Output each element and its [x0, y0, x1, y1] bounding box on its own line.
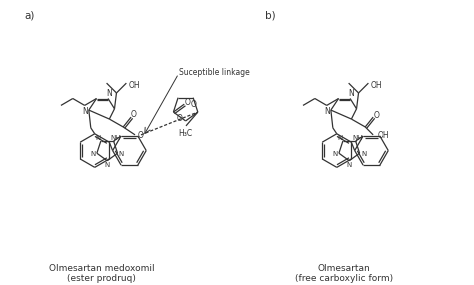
Text: N: N [324, 107, 330, 115]
Text: N: N [338, 135, 343, 141]
Text: N: N [96, 135, 101, 141]
Text: H₃C: H₃C [178, 129, 192, 138]
Text: N: N [332, 152, 337, 158]
Text: Olmesartan: Olmesartan [317, 264, 370, 273]
Text: N: N [82, 107, 88, 115]
Text: N: N [346, 162, 352, 168]
Text: Suceptible linkage: Suceptible linkage [179, 68, 249, 77]
Text: O: O [138, 131, 144, 140]
Text: N: N [105, 162, 110, 168]
Text: OH: OH [128, 81, 140, 89]
Text: N: N [361, 152, 366, 158]
Text: N: N [106, 89, 112, 98]
Text: O: O [131, 110, 137, 119]
Text: O: O [177, 115, 182, 123]
Text: b): b) [264, 10, 275, 20]
Text: a): a) [25, 10, 35, 20]
Text: NH: NH [353, 135, 364, 141]
Text: (free carboxylic form): (free carboxylic form) [295, 274, 393, 282]
Text: Olmesartan medoxomil: Olmesartan medoxomil [49, 264, 155, 273]
Text: N: N [90, 152, 96, 158]
Text: N: N [119, 152, 124, 158]
Text: O: O [190, 100, 196, 109]
Text: OH: OH [378, 131, 390, 140]
Text: O: O [184, 98, 190, 107]
Text: OH: OH [370, 81, 382, 89]
Text: N: N [348, 89, 354, 98]
Text: (ester prodruq): (ester prodruq) [67, 274, 136, 282]
Text: NH: NH [111, 135, 121, 141]
Text: O: O [373, 111, 379, 120]
